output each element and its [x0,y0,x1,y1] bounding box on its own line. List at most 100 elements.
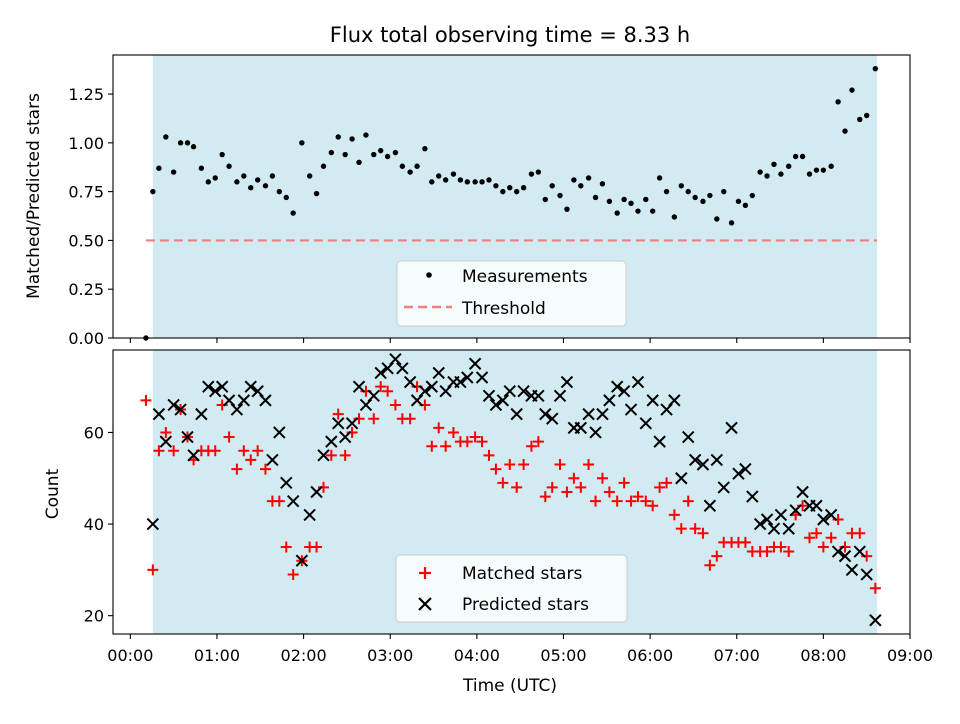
data-point-predicted [796,485,809,499]
data-point-predicted [574,421,588,435]
data-point-matched [245,454,257,466]
data-point-matched [804,532,816,544]
data-point-matched [259,463,271,475]
data-point-measurement [500,188,506,195]
data-point-matched [368,413,380,425]
top-plot: 0.00 0.25 0.50 0.75 1.00 1.25 Measurements Th… [68,54,911,348]
data-point-measurement [429,179,435,185]
data-point-predicted [152,407,166,421]
data-point-measurement [857,116,863,123]
data-point-predicted [532,389,545,403]
data-point-measurement [262,183,269,189]
data-point-measurement [828,163,834,169]
data-point-matched [532,436,544,448]
data-point-matched [238,445,250,457]
top-y-tick-label: 1.00 [68,134,104,153]
data-point-measurement [749,192,756,199]
data-point-predicted [782,522,795,535]
data-point-predicted [286,494,300,508]
legend-label-threshold: Threshold [461,299,546,319]
data-point-predicted [853,545,866,558]
data-point-measurement [212,175,218,181]
data-point-predicted [209,385,222,398]
data-point-measurement [849,87,855,93]
data-point-measurement [707,192,713,199]
data-point-matched [869,582,881,594]
legend-label-measurements: Measurements [462,267,588,287]
top-y-tick-label: 1.25 [68,85,104,104]
data-point-measurement [643,196,649,203]
data-point-predicted [653,435,666,448]
data-point-predicted [317,449,330,462]
data-point-matched [590,495,602,507]
bottom-y-axis-label: Count [43,468,63,519]
data-point-measurement [714,216,720,222]
data-point-measurement [549,183,555,189]
data-point-matched [654,481,666,493]
data-point-predicted [589,426,602,439]
data-point-measurement [735,198,742,205]
data-point-measurement [306,173,313,179]
data-point-matched [404,413,416,425]
data-point-predicted [215,380,229,393]
data-point-predicted [159,435,173,448]
data-point-predicted [259,394,272,407]
data-point-measurement [450,171,457,177]
x-axis-label: Time (UTC) [462,676,557,696]
data-point-predicted [310,485,323,499]
data-point-matched [554,459,566,471]
data-point-measurement [742,202,749,208]
data-point-measurement [156,165,162,171]
data-point-measurement [248,185,254,191]
data-point-matched [546,481,558,493]
data-point-predicted [539,407,552,421]
data-point-predicted [675,472,688,485]
data-point-matched [583,459,595,471]
data-point-matched [775,541,787,553]
data-point-predicted [824,508,838,522]
data-point-predicted [739,462,752,476]
data-point-matched [711,550,723,562]
data-point-predicted [646,394,659,407]
data-point-measurement [486,177,492,183]
data-point-measurement [384,153,391,160]
data-point-predicted [789,504,802,517]
data-point-matched [231,463,243,475]
data-point-measurement [585,175,592,181]
data-point-predicted [367,389,380,403]
data-point-predicted [603,394,616,407]
data-point-matched [389,399,401,411]
data-point-matched [426,440,438,452]
data-point-predicted [389,352,402,366]
data-point-measurement [170,169,177,175]
top-plot-data: 0.00 0.25 0.50 0.75 1.00 1.25 [68,54,911,348]
data-point-matched [682,495,694,507]
data-point-matched [632,491,644,503]
data-point-predicted [303,508,316,522]
data-point-measurement [299,140,305,146]
data-point-measurement [269,173,276,179]
x-tick-label: 03:00 [367,646,413,665]
data-point-matched [504,459,516,471]
data-point-measurement [254,177,261,183]
data-point-measurement [792,153,799,160]
data-point-matched [511,481,523,493]
data-point-measurement [614,210,620,216]
data-point-measurement [407,169,413,175]
data-point-predicted [496,394,510,407]
data-point-measurement [520,185,527,191]
data-point-matched [147,564,159,576]
data-point-predicted [717,481,730,494]
top-y-tick-label: 0.25 [68,280,104,299]
data-point-measurement [863,112,870,119]
legend-label-matched: Matched stars [462,564,582,584]
data-point-measurement [606,198,613,205]
data-point-measurement [363,132,369,138]
top-legend: Measurements Threshold [396,260,627,327]
data-point-predicted [732,467,745,480]
data-point-measurement [205,179,211,185]
top-y-axis-label: Matched/Predicted stars [24,93,44,299]
bottom-legend: Matched stars Predicted stars [395,554,628,623]
data-point-matched [273,495,285,507]
data-point-predicted [624,403,638,416]
